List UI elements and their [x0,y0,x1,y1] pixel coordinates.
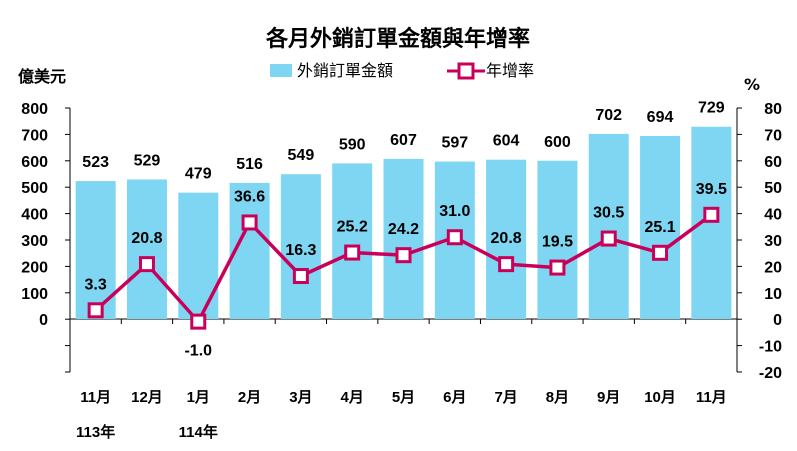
left-tick-label: 600 [21,154,48,171]
order-bar [178,192,219,319]
growth-line [87,206,720,330]
legend-bar-swatch [270,64,292,77]
growth-marker [652,244,669,261]
right-tick-label: 50 [764,180,782,197]
category-label: 11月 [80,389,111,406]
bar-value-label: 590 [339,136,366,153]
growth-value-label: 39.5 [696,181,727,198]
growth-marker [549,259,566,276]
growth-value-label: 24.2 [388,221,419,238]
bars [75,126,732,319]
right-tick-label: 60 [764,154,782,171]
category-label: 1月 [187,389,210,406]
growth-marker [600,230,617,247]
left-tick-label: 200 [21,259,48,276]
right-tick-label: 70 [764,127,782,144]
legend-bar-label: 外銷訂單金額 [297,61,393,80]
data-labels: 523 529 479 516 549 590 607 597 604 600 702 694 729 3… [82,100,727,360]
axes: 8007006005004003002001000807060504030201… [21,101,782,441]
bar-value-label: 702 [595,107,622,124]
legend-line-marker [457,62,475,80]
growth-marker [87,302,104,319]
bar-value-label: 549 [288,147,315,164]
growth-value-label: 16.3 [285,242,316,259]
bar-value-label: 529 [134,152,161,169]
order-bar [332,163,373,319]
growth-marker [344,244,361,261]
bar-value-label: 729 [698,100,725,117]
right-tick-label: 80 [764,101,782,118]
growth-marker [190,313,207,330]
left-tick-label: 100 [21,286,48,303]
growth-marker [241,214,258,231]
left-tick-label: 700 [21,127,48,144]
growth-value-label: 20.8 [131,230,162,247]
growth-value-label: 25.2 [337,219,368,236]
growth-marker [498,256,515,273]
growth-marker [292,268,309,285]
bar-value-label: 607 [390,132,417,149]
growth-value-label: -1.0 [184,343,212,360]
right-tick-label: -20 [759,365,782,382]
growth-value-label: 31.0 [439,203,470,220]
legend-line-label: 年增率 [486,61,534,80]
category-label: 5月 [392,389,415,406]
category-sublabel: 114年 [179,423,218,441]
category-label: 12月 [131,389,163,406]
category-label: 11月 [696,389,727,406]
right-tick-label: -10 [759,339,782,356]
order-bar [691,126,732,319]
category-label: 2月 [238,389,261,406]
chart-title: 各月外銷訂單金額與年增率 [265,26,530,52]
bar-value-label: 694 [647,109,674,126]
bar-value-label: 600 [544,134,571,151]
category-label: 4月 [341,389,364,406]
left-tick-label: 300 [21,233,48,250]
bar-value-label: 479 [185,166,212,183]
category-label: 6月 [443,389,466,406]
category-sublabel: 113年 [76,423,115,441]
growth-marker [446,229,463,246]
bar-value-label: 597 [441,135,468,152]
legend: 外銷訂單金額 年增率 [270,61,534,80]
category-label: 7月 [494,389,517,406]
growth-value-label: 3.3 [85,276,107,293]
growth-marker [703,206,720,223]
order-bar [486,159,527,319]
order-bar [126,179,167,319]
category-label: 10月 [644,389,676,406]
growth-value-label: 20.8 [491,230,522,247]
growth-value-label: 19.5 [542,234,573,251]
order-bar [640,135,681,319]
category-label: 3月 [289,389,312,406]
growth-value-label: 25.1 [644,219,675,236]
left-tick-label: 0 [39,312,48,329]
bar-value-label: 516 [236,156,263,173]
bar-value-label: 604 [493,133,520,150]
order-bar [537,160,578,319]
order-bar [383,158,424,319]
bar-value-label: 523 [82,154,109,171]
right-tick-label: 0 [773,312,782,329]
category-label: 9月 [597,389,620,406]
right-tick-label: 10 [764,286,782,303]
growth-marker [395,247,412,264]
growth-value-label: 36.6 [234,188,265,205]
right-tick-label: 40 [764,207,782,224]
right-tick-label: 30 [764,233,782,250]
left-tick-label: 400 [21,207,48,224]
left-tick-label: 800 [21,101,48,118]
right-axis-unit: % [744,75,760,94]
right-tick-label: 20 [764,259,782,276]
growth-marker [138,256,155,273]
left-tick-label: 500 [21,180,48,197]
order-bar [280,174,321,319]
left-axis-unit: 億美元 [18,67,66,86]
growth-value-label: 30.5 [593,205,624,222]
category-label: 8月 [546,389,569,406]
order-bar [588,133,629,319]
